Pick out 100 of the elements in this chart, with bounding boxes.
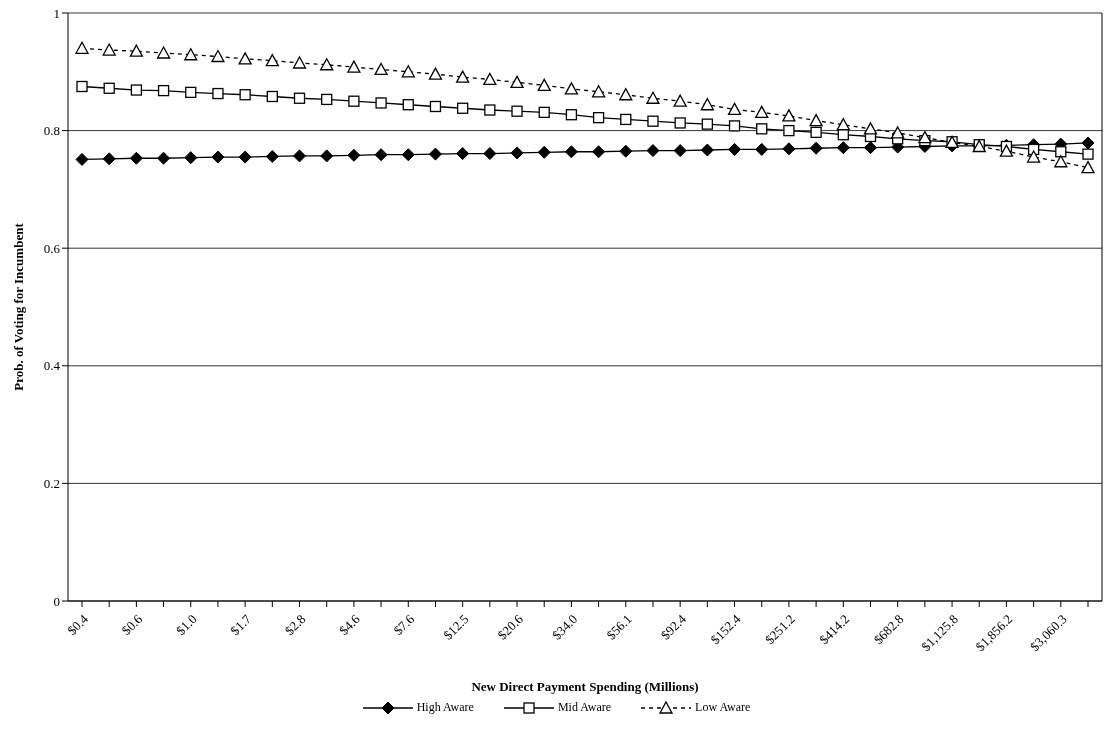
point: [620, 113, 632, 126]
y-tick-label: 0.6: [43, 240, 61, 256]
point: [102, 152, 116, 166]
point: [374, 62, 388, 76]
point: [755, 142, 769, 156]
point: [592, 145, 606, 159]
point: [511, 105, 523, 117]
point: [76, 80, 88, 93]
point: [428, 67, 443, 80]
point: [238, 52, 252, 65]
point: [674, 117, 686, 129]
point: [782, 142, 796, 156]
point: [292, 56, 307, 69]
point: [320, 149, 334, 163]
point: [1054, 155, 1068, 168]
point: [75, 152, 89, 166]
point: [863, 141, 877, 155]
point: [1026, 150, 1041, 163]
point: [456, 70, 470, 83]
point: [129, 44, 144, 57]
point: [293, 92, 306, 104]
y-tick-label: 0.8: [43, 123, 60, 139]
point: [401, 65, 415, 78]
point: [673, 144, 687, 158]
point: [537, 145, 551, 159]
point: [1081, 160, 1095, 174]
point: [211, 49, 225, 63]
point: [700, 98, 714, 111]
point: [756, 123, 768, 135]
point: [238, 150, 252, 164]
point: [673, 94, 687, 107]
legend-label: High Aware: [416, 700, 474, 715]
x-tick-label: $1.0: [172, 611, 200, 638]
point: [130, 84, 143, 96]
legend-label: Low Aware: [695, 700, 751, 715]
point: [457, 102, 469, 114]
point: [239, 89, 251, 101]
point: [647, 115, 659, 127]
point: [157, 151, 171, 165]
point: [1082, 148, 1094, 160]
point: [700, 143, 714, 157]
point: [265, 149, 279, 163]
point: [184, 151, 198, 165]
point: [728, 142, 742, 156]
x-axis-title: New Direct Payment Spending (Millions): [471, 679, 699, 694]
point: [619, 88, 633, 101]
point: [157, 84, 170, 97]
point: [809, 113, 823, 127]
point: [564, 145, 578, 159]
y-tick-label: 0: [53, 593, 60, 609]
point: [129, 151, 143, 165]
point: [538, 106, 550, 119]
point: [102, 43, 116, 56]
x-tick-label: $2.8: [281, 611, 309, 638]
point: [728, 120, 741, 132]
point: [483, 72, 497, 86]
point: [348, 95, 360, 107]
point: [184, 48, 198, 61]
point: [374, 148, 388, 162]
point: [347, 60, 361, 73]
point: [727, 102, 742, 116]
point: [564, 82, 579, 95]
point: [375, 97, 387, 109]
point: [646, 91, 660, 104]
point: [783, 124, 795, 137]
point: [456, 147, 470, 161]
point: [646, 144, 660, 158]
point: [591, 85, 606, 98]
point: [999, 144, 1014, 157]
point: [402, 99, 414, 111]
point: [836, 118, 850, 131]
y-tick-label: 1: [53, 5, 60, 21]
point: [484, 104, 496, 116]
x-tick-label: $0.6: [118, 610, 146, 638]
point: [185, 86, 197, 99]
x-tick-label: $0.4: [64, 610, 92, 638]
point: [266, 90, 278, 103]
point: [701, 118, 713, 130]
point: [537, 78, 551, 91]
point: [320, 58, 334, 71]
point: [483, 147, 497, 161]
point: [565, 109, 578, 121]
point: [1055, 146, 1067, 158]
point: [401, 148, 415, 162]
x-tick-label: $1.7: [227, 610, 255, 638]
point: [265, 53, 279, 67]
point: [321, 93, 333, 106]
point: [103, 82, 115, 94]
point: [755, 105, 769, 119]
y-tick-label: 0.2: [43, 476, 60, 492]
point: [863, 122, 878, 135]
point: [211, 150, 225, 164]
y-axis-title: Prob. of Voting for Incumbent: [10, 222, 26, 391]
point: [510, 75, 524, 89]
y-tick-label: 0.4: [43, 358, 61, 374]
point: [592, 112, 605, 124]
point: [156, 46, 171, 59]
point: [619, 144, 633, 158]
point: [510, 146, 524, 160]
point: [347, 148, 361, 162]
